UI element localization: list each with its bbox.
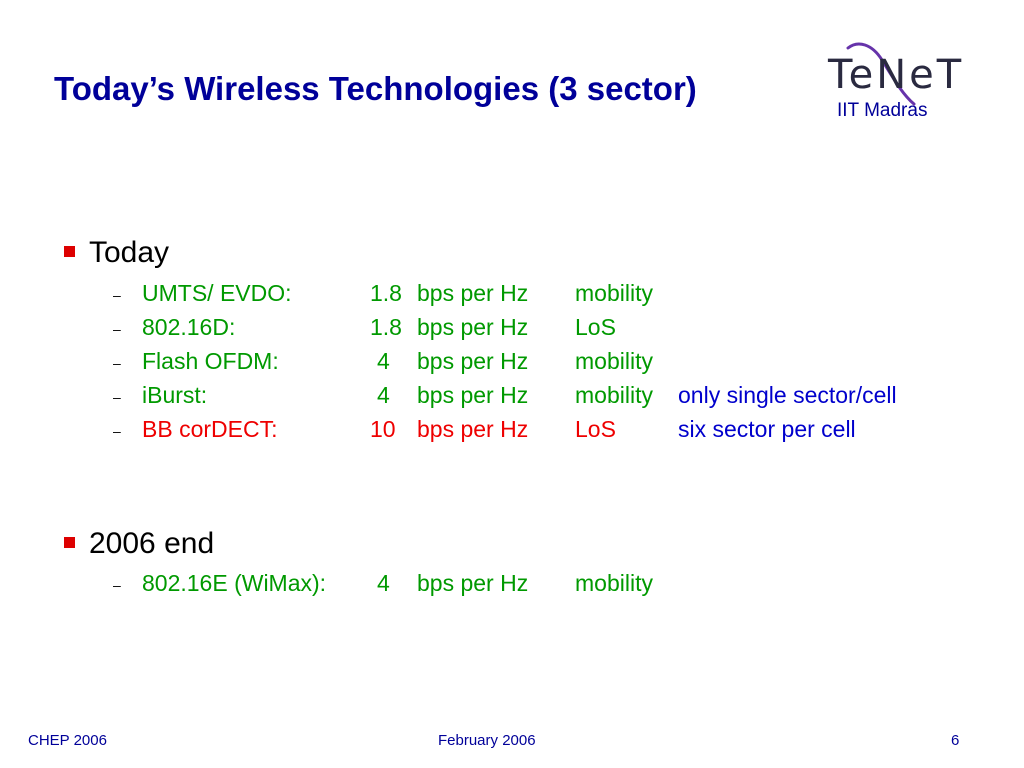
bullet-2006-end: 2006 end: [64, 527, 214, 561]
bullet-today: Today: [64, 236, 169, 270]
bullet-today-label: Today: [89, 236, 170, 269]
footer-left: CHEP 2006: [28, 732, 107, 749]
footer-date: February 2006: [438, 732, 536, 749]
row-value: 10: [370, 416, 396, 442]
row-technology: Flash OFDM:: [142, 348, 279, 374]
dash-icon: –: [113, 577, 121, 593]
row-note: only single sector/cell: [678, 382, 897, 408]
page-number: 6: [951, 732, 960, 749]
row-mode: mobility: [575, 280, 653, 306]
dash-icon: –: [113, 321, 121, 337]
row-technology: iBurst:: [142, 382, 208, 408]
row-mode: mobility: [575, 570, 653, 596]
row-unit: bps per Hz: [417, 382, 529, 408]
row-unit: bps per Hz: [417, 314, 529, 340]
row-value: 4: [377, 382, 390, 408]
row-note: six sector per cell: [678, 416, 856, 442]
row-mode: LoS: [575, 314, 616, 340]
row-mode: mobility: [575, 348, 653, 374]
row-value: 4: [377, 570, 390, 596]
dash-icon: –: [113, 287, 121, 303]
logo-subtitle: IIT Madras: [837, 100, 928, 121]
logo-wordmark: TeNeT: [828, 52, 965, 98]
row-unit: bps per Hz: [417, 280, 529, 306]
row-value: 1.8: [370, 314, 402, 340]
dash-icon: –: [113, 423, 121, 439]
row-unit: bps per Hz: [417, 416, 529, 442]
row-mode: mobility: [575, 382, 653, 408]
row-value: 1.8: [370, 280, 402, 306]
logo-swoosh-icon: [846, 42, 916, 106]
row-technology: 802.16D:: [142, 314, 236, 340]
row-technology: UMTS/ EVDO:: [142, 280, 292, 306]
tenet-logo: TeNeT IIT Madras: [810, 38, 961, 128]
row-mode: LoS: [575, 416, 616, 442]
row-value: 4: [377, 348, 390, 374]
dash-icon: –: [113, 355, 121, 371]
row-technology: BB corDECT:: [142, 416, 278, 442]
bullet-2006-end-label: 2006 end: [89, 527, 215, 560]
row-unit: bps per Hz: [417, 570, 529, 596]
row-technology: 802.16E (WiMax):: [142, 570, 327, 596]
bullet-square-icon: [64, 246, 75, 257]
slide-title: Today’s Wireless Technologies (3 sector): [54, 70, 697, 107]
row-unit: bps per Hz: [417, 348, 529, 374]
dash-icon: –: [113, 389, 121, 405]
bullet-square-icon: [64, 537, 75, 548]
